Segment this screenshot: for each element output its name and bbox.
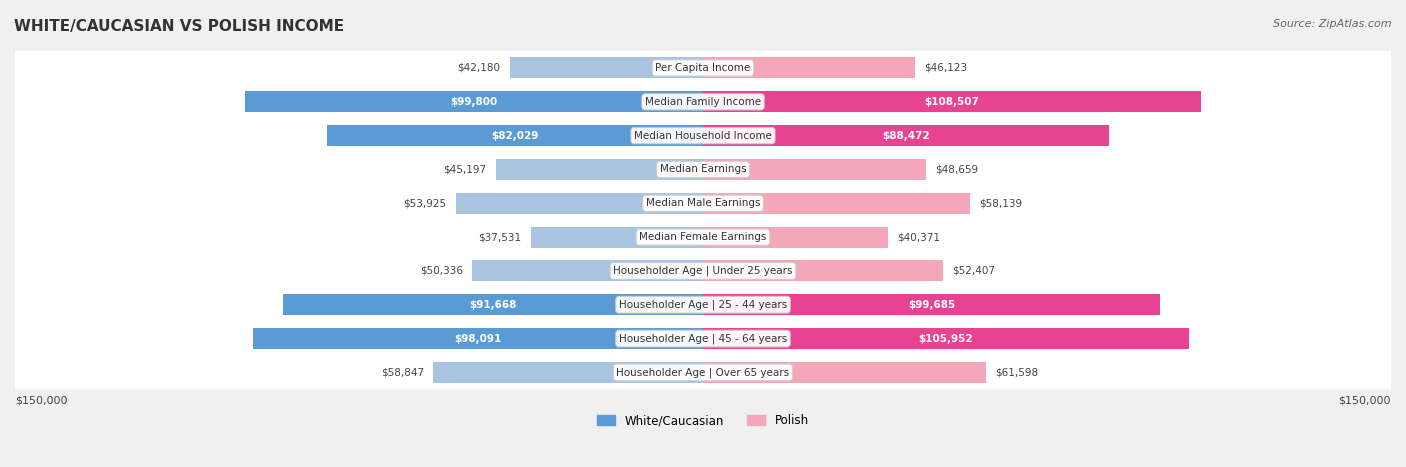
- Text: $46,123: $46,123: [924, 63, 967, 73]
- FancyBboxPatch shape: [15, 355, 1391, 389]
- FancyBboxPatch shape: [15, 288, 1391, 322]
- Text: Householder Age | 45 - 64 years: Householder Age | 45 - 64 years: [619, 333, 787, 344]
- Text: $98,091: $98,091: [454, 333, 502, 344]
- FancyBboxPatch shape: [15, 51, 1391, 85]
- Bar: [703, 92, 1201, 112]
- Text: Householder Age | Over 65 years: Householder Age | Over 65 years: [616, 367, 790, 378]
- Text: $42,180: $42,180: [457, 63, 501, 73]
- Bar: [253, 328, 703, 349]
- Bar: [703, 125, 1109, 146]
- Bar: [703, 226, 889, 248]
- Text: $58,139: $58,139: [979, 198, 1022, 208]
- Text: $150,000: $150,000: [15, 396, 67, 405]
- Text: $108,507: $108,507: [924, 97, 980, 107]
- Text: $45,197: $45,197: [443, 164, 486, 175]
- Bar: [456, 193, 703, 214]
- Bar: [703, 261, 943, 282]
- Bar: [531, 226, 703, 248]
- FancyBboxPatch shape: [15, 254, 1391, 288]
- Text: $105,952: $105,952: [918, 333, 973, 344]
- Bar: [703, 193, 970, 214]
- Bar: [245, 92, 703, 112]
- Text: Householder Age | 25 - 44 years: Householder Age | 25 - 44 years: [619, 299, 787, 310]
- Bar: [433, 362, 703, 383]
- Bar: [703, 294, 1160, 315]
- Text: $99,685: $99,685: [908, 300, 955, 310]
- Bar: [703, 328, 1189, 349]
- Legend: White/Caucasian, Polish: White/Caucasian, Polish: [592, 410, 814, 432]
- Text: Median Female Earnings: Median Female Earnings: [640, 232, 766, 242]
- Text: $52,407: $52,407: [952, 266, 995, 276]
- FancyBboxPatch shape: [15, 321, 1391, 356]
- FancyBboxPatch shape: [15, 186, 1391, 220]
- Bar: [509, 57, 703, 78]
- Text: $99,800: $99,800: [450, 97, 498, 107]
- Text: Median Family Income: Median Family Income: [645, 97, 761, 107]
- Text: $48,659: $48,659: [935, 164, 979, 175]
- FancyBboxPatch shape: [15, 152, 1391, 187]
- Text: $61,598: $61,598: [994, 368, 1038, 377]
- Text: $40,371: $40,371: [897, 232, 941, 242]
- Text: Median Household Income: Median Household Income: [634, 131, 772, 141]
- Text: $91,668: $91,668: [470, 300, 516, 310]
- Bar: [326, 125, 703, 146]
- FancyBboxPatch shape: [15, 85, 1391, 119]
- FancyBboxPatch shape: [15, 220, 1391, 255]
- Text: $150,000: $150,000: [1339, 396, 1391, 405]
- Text: Median Male Earnings: Median Male Earnings: [645, 198, 761, 208]
- Bar: [703, 159, 927, 180]
- Text: $88,472: $88,472: [882, 131, 929, 141]
- Text: WHITE/CAUCASIAN VS POLISH INCOME: WHITE/CAUCASIAN VS POLISH INCOME: [14, 19, 344, 34]
- Text: Source: ZipAtlas.com: Source: ZipAtlas.com: [1274, 19, 1392, 28]
- Text: $37,531: $37,531: [478, 232, 522, 242]
- Bar: [703, 57, 914, 78]
- Bar: [283, 294, 703, 315]
- Text: $50,336: $50,336: [420, 266, 463, 276]
- Bar: [496, 159, 703, 180]
- Text: $58,847: $58,847: [381, 368, 425, 377]
- Text: Householder Age | Under 25 years: Householder Age | Under 25 years: [613, 266, 793, 276]
- Bar: [703, 362, 986, 383]
- Text: $82,029: $82,029: [491, 131, 538, 141]
- Text: Per Capita Income: Per Capita Income: [655, 63, 751, 73]
- Bar: [472, 261, 703, 282]
- Text: $53,925: $53,925: [404, 198, 447, 208]
- FancyBboxPatch shape: [15, 118, 1391, 153]
- Text: Median Earnings: Median Earnings: [659, 164, 747, 175]
